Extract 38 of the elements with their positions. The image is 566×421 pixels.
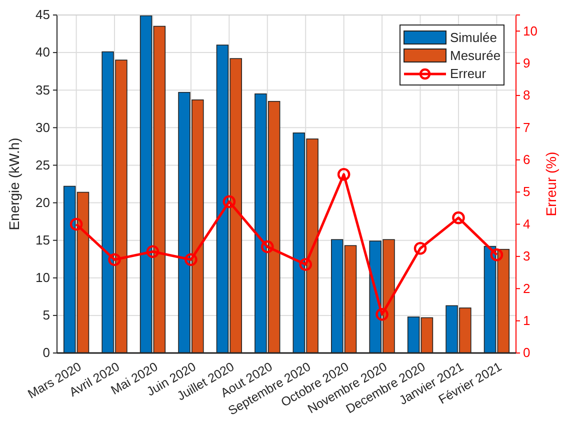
point bbox=[376, 308, 388, 321]
y2-tick-label: 7 bbox=[523, 120, 530, 135]
point bbox=[260, 240, 274, 254]
legend-label: Mesurée bbox=[450, 48, 501, 63]
point bbox=[146, 245, 160, 258]
y-tick-label: 10 bbox=[36, 270, 50, 286]
y-tick-label: 5 bbox=[42, 308, 50, 323]
legend-label: Simulée bbox=[450, 30, 497, 45]
y2-tick-label: 3 bbox=[523, 248, 530, 264]
point bbox=[337, 168, 350, 181]
y-tick-label: 0 bbox=[42, 345, 50, 360]
y-axis-title: Energie (kW.h) bbox=[6, 138, 22, 230]
point bbox=[414, 242, 427, 255]
point bbox=[222, 195, 236, 208]
point bbox=[299, 258, 312, 271]
y2-tick-label: 8 bbox=[523, 88, 530, 103]
point bbox=[108, 253, 121, 266]
y2-tick-label: 1 bbox=[523, 312, 530, 328]
point bbox=[70, 218, 83, 231]
y2-tick-label: 10 bbox=[523, 23, 538, 38]
y2-tick-label: 9 bbox=[523, 55, 530, 70]
y2-tick-label: 6 bbox=[523, 152, 530, 168]
y2-tick-label: 4 bbox=[523, 216, 530, 232]
y2-tick-label: 5 bbox=[523, 184, 530, 200]
y-tick-label: 30 bbox=[36, 120, 50, 135]
legend-label: Erreur bbox=[450, 66, 487, 81]
y-tick-label: 20 bbox=[36, 194, 50, 210]
y-tick-label: 40 bbox=[36, 44, 50, 60]
y-tick-label: 15 bbox=[36, 232, 50, 248]
point bbox=[452, 211, 465, 224]
point bbox=[184, 253, 198, 266]
point bbox=[490, 248, 504, 262]
y2-axis-title: Erreur (%) bbox=[543, 152, 559, 216]
y2-tick-label: 0 bbox=[523, 345, 530, 360]
y-tick-label: 35 bbox=[36, 82, 50, 98]
y-tick-label: 25 bbox=[36, 157, 50, 172]
y2-tick-label: 2 bbox=[523, 280, 530, 296]
y-tick-label: 45 bbox=[36, 7, 50, 22]
